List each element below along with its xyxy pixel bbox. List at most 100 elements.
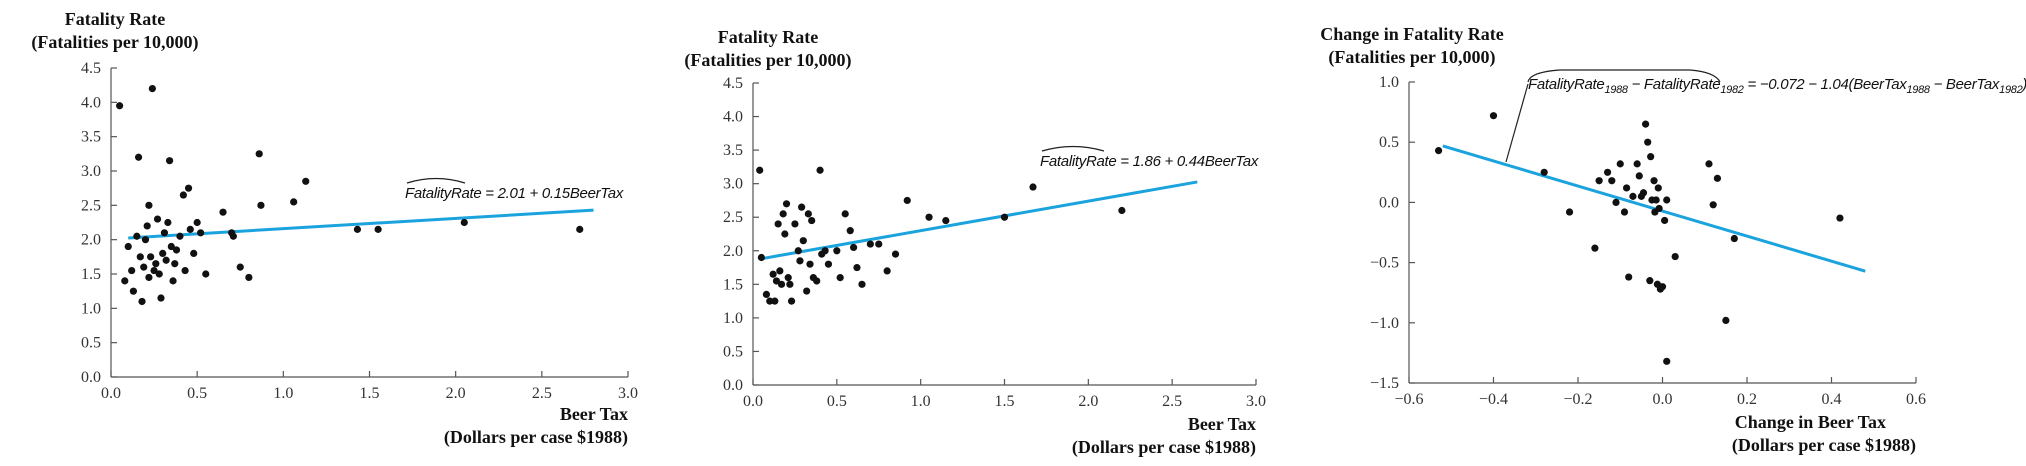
y-tick-label: 4.0 [723, 109, 743, 126]
y-tick-label: 0.0 [81, 369, 101, 386]
data-point [193, 218, 201, 227]
scatter-panel-1: Fatality Rate (Fatalities per 10,000) 0.… [31, 9, 638, 448]
y-tick-label: −1.0 [1370, 315, 1399, 332]
data-point [133, 232, 141, 240]
y-tick-label: 0.0 [1379, 194, 1399, 211]
data-point [1658, 283, 1667, 291]
y-axis-title-line1: Fatality Rate [65, 9, 165, 29]
x-axis-title-line2: (Dollars per case $1988) [444, 427, 628, 448]
data-point [803, 287, 811, 295]
data-point [1709, 201, 1717, 209]
data-point [784, 274, 792, 282]
data-point [796, 257, 804, 265]
y-tick-label: 1.0 [1379, 74, 1399, 91]
data-point [160, 229, 169, 237]
y-tick-label: 0.0 [723, 377, 743, 394]
x-axis-title-line1: Beer Tax [1188, 414, 1256, 434]
plot-area: −0.6 −0.4 −0.2 0.0 0.2 0.4 0.6−1.5−1.0−0.50.00… [1370, 74, 1926, 408]
y-tick-label: 2.5 [81, 197, 101, 214]
equation-hat [1527, 69, 1721, 83]
y-tick-label: 4.5 [723, 75, 743, 92]
data-point [1595, 177, 1603, 185]
data-point [1565, 208, 1574, 216]
equation-hat-term: FatalityRate [405, 185, 481, 202]
data-point [116, 102, 124, 110]
x-tick-label: 0.5 [187, 385, 207, 402]
data-point [1540, 168, 1548, 176]
data-point [159, 249, 167, 257]
data-point [172, 246, 181, 254]
y-tick-label: 3.0 [81, 163, 101, 180]
data-point [290, 198, 298, 206]
data-point [1642, 120, 1650, 128]
y-tick-label: 3.0 [723, 176, 743, 193]
data-point [148, 85, 156, 93]
data-point [757, 253, 765, 262]
equation-term: − [1930, 76, 1946, 93]
data-point [129, 287, 138, 295]
equation-term: − [1632, 76, 1644, 93]
equation-rest: = 1.86 + 0.44BeerTax [1116, 153, 1258, 170]
x-tick-label: 0.5 [827, 393, 847, 410]
data-point [799, 237, 807, 245]
equation-subscript: 1982 [1999, 84, 2022, 96]
equation-rest: = 2.01 + 0.15BeerTax [481, 185, 623, 202]
data-point [190, 249, 198, 257]
data-point [816, 166, 824, 174]
data-point [147, 253, 155, 261]
data-point [145, 201, 153, 209]
y-tick-label: 1.5 [81, 266, 101, 283]
equation-term: BeerTax [1946, 76, 2000, 93]
data-point [460, 218, 468, 227]
data-point [1635, 172, 1643, 180]
y-axis-title-line1: Fatality Rate [718, 27, 818, 47]
data-point [1625, 273, 1633, 281]
data-point [124, 242, 132, 251]
data-point [152, 260, 160, 268]
data-point [777, 280, 786, 288]
data-point [1029, 183, 1037, 191]
data-point [782, 200, 791, 208]
regression-equation: FatalityRate1988 − FatalityRate1982 = −0… [1528, 76, 2026, 97]
y-tick-label: 0.5 [723, 343, 743, 360]
y-axis-title-line1: Change in Fatality Rate [1320, 24, 1504, 44]
x-tick-label: 0.0 [101, 385, 121, 402]
data-point [169, 277, 177, 285]
equation-term: ) [2020, 76, 2026, 93]
data-point [791, 220, 799, 228]
x-tick-label: 0.0 [1653, 391, 1673, 408]
data-point [219, 208, 227, 216]
data-point [1654, 184, 1662, 192]
data-point [128, 266, 136, 275]
y-tick-label: 1.5 [723, 276, 743, 293]
data-point [171, 260, 179, 268]
data-point [164, 218, 172, 227]
data-point [850, 243, 858, 252]
data-point [1705, 160, 1713, 168]
data-point [229, 232, 237, 240]
y-tick-label: 4.5 [81, 60, 101, 77]
regression-equation: FatalityRate = 1.86 + 0.44BeerTax [1040, 153, 1259, 170]
data-point [1608, 177, 1616, 185]
regression-equation: FatalityRate = 2.01 + 0.15BeerTax [405, 185, 624, 202]
y-tick-label: 2.0 [81, 232, 101, 249]
data-point [353, 225, 362, 233]
equation-hat-term: FatalityRate [1040, 153, 1116, 170]
data-point [1663, 196, 1671, 204]
data-point [184, 184, 193, 192]
x-tick-label: 0.0 [743, 393, 763, 410]
data-point [786, 280, 794, 288]
y-tick-label: −1.5 [1370, 375, 1399, 392]
x-tick-label: 1.0 [273, 385, 293, 402]
data-point [1620, 208, 1629, 216]
y-tick-label: 0.5 [81, 335, 101, 352]
equation-hat-term: FatalityRate [1528, 76, 1604, 93]
x-axis-title-line2: (Dollars per case $1988) [1732, 435, 1916, 456]
data-point [140, 263, 148, 271]
x-axis-title-line1: Beer Tax [560, 404, 628, 424]
x-tick-label: 0.2 [1737, 391, 1757, 408]
data-point [769, 270, 777, 278]
equation-pointer [1505, 83, 1529, 163]
data-point [141, 236, 150, 244]
